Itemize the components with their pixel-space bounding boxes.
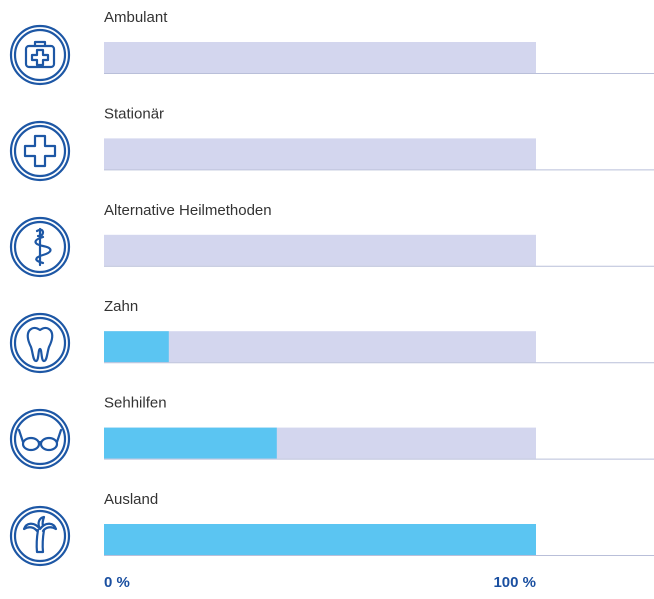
bar-track: [104, 42, 536, 73]
bar: [104, 331, 169, 363]
icon-palm: [9, 505, 71, 567]
bar-track: [104, 234, 536, 266]
x-tick-label: 100 %: [493, 574, 536, 591]
bar: [104, 427, 277, 459]
icon-cross: [9, 120, 71, 182]
bar-track: [104, 331, 536, 363]
icon-caduceus: [9, 216, 71, 278]
category-label: Stationär: [104, 105, 164, 122]
category-label: Zahn: [104, 298, 138, 315]
icon-tooth: [9, 312, 71, 374]
bar-track: [104, 138, 536, 170]
bar: [104, 524, 536, 555]
icon-medical-kit: [9, 24, 71, 86]
x-tick-label: 0 %: [104, 574, 130, 591]
category-label: Ausland: [104, 491, 158, 508]
icon-glasses: [9, 408, 71, 470]
category-label: Ambulant: [104, 9, 168, 26]
category-label: Sehhilfen: [104, 395, 167, 412]
category-label: Alternative Heilmethoden: [104, 202, 272, 219]
